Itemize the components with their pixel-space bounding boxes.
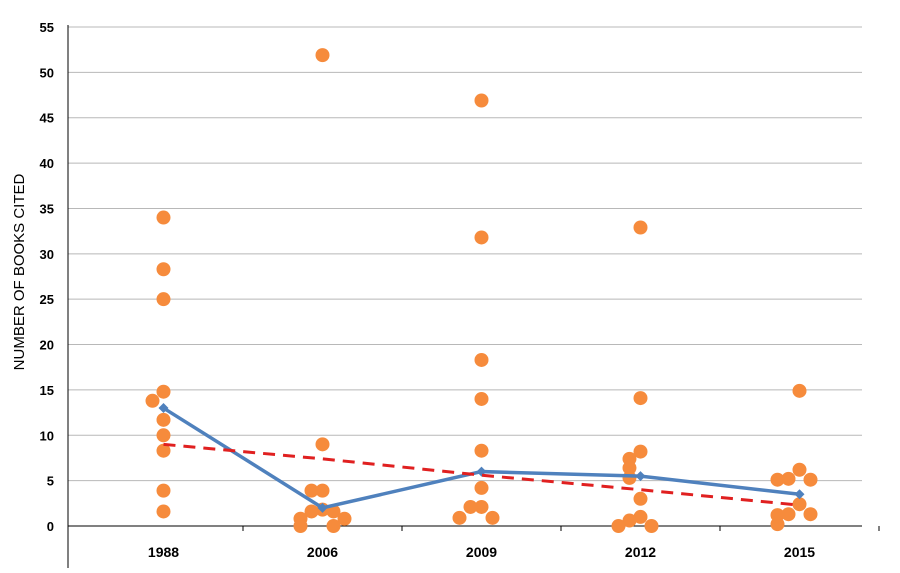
data-point bbox=[326, 519, 341, 533]
data-point bbox=[474, 93, 489, 108]
data-point bbox=[463, 499, 478, 514]
data-point bbox=[770, 517, 785, 532]
data-point bbox=[803, 472, 818, 487]
data-point bbox=[474, 480, 489, 495]
data-point bbox=[156, 384, 171, 399]
data-point bbox=[156, 412, 171, 427]
data-point bbox=[633, 491, 648, 506]
x-tick-label: 2009 bbox=[466, 544, 497, 560]
data-point bbox=[474, 352, 489, 367]
data-point bbox=[315, 437, 330, 452]
data-point bbox=[781, 471, 796, 486]
y-tick-label: 20 bbox=[40, 338, 54, 353]
data-point bbox=[156, 483, 171, 498]
x-tick-label: 1988 bbox=[148, 544, 179, 560]
data-point bbox=[474, 443, 489, 458]
data-point bbox=[474, 230, 489, 245]
data-point bbox=[633, 444, 648, 459]
data-point bbox=[770, 472, 785, 487]
data-point bbox=[633, 509, 648, 524]
data-point bbox=[792, 383, 807, 398]
y-tick-label: 10 bbox=[40, 428, 54, 443]
data-point bbox=[145, 393, 160, 408]
data-point bbox=[474, 391, 489, 406]
data-point bbox=[611, 519, 626, 533]
y-tick-label: 45 bbox=[40, 111, 54, 126]
y-tick-label: 0 bbox=[47, 519, 54, 534]
y-tick-label: 40 bbox=[40, 156, 54, 171]
data-point bbox=[622, 460, 637, 475]
data-point bbox=[792, 497, 807, 512]
data-point bbox=[293, 519, 308, 533]
y-tick-labels: 0 5 10 15 20 25 30 35 40 45 50 55 bbox=[40, 20, 54, 534]
data-point bbox=[156, 443, 171, 458]
trend-line bbox=[163, 442, 800, 507]
mean-marker bbox=[158, 403, 169, 414]
y-tick-label: 35 bbox=[40, 201, 54, 216]
data-point bbox=[474, 499, 489, 514]
mean-marker bbox=[635, 471, 646, 482]
data-point bbox=[337, 511, 352, 526]
data-point bbox=[792, 462, 807, 477]
x-tick-label: 2012 bbox=[625, 544, 656, 560]
data-point bbox=[304, 483, 319, 498]
y-tick-label: 15 bbox=[40, 383, 54, 398]
y-tick-label: 25 bbox=[40, 292, 54, 307]
data-point bbox=[633, 220, 648, 235]
data-point bbox=[485, 510, 500, 525]
data-point bbox=[304, 504, 319, 519]
mean-marker bbox=[317, 502, 328, 513]
data-point bbox=[156, 292, 171, 307]
y-tick-label: 55 bbox=[40, 20, 54, 35]
data-point bbox=[452, 510, 467, 525]
data-point bbox=[633, 391, 648, 406]
data-point bbox=[156, 210, 171, 225]
gridlines bbox=[68, 26, 862, 482]
data-point bbox=[156, 428, 171, 443]
x-tick-label: 2015 bbox=[784, 544, 815, 560]
y-tick-label: 30 bbox=[40, 247, 54, 262]
y-axis-label: NUMBER OF BOOKS CITED bbox=[11, 173, 28, 370]
series-lines bbox=[158, 403, 805, 513]
mean-marker bbox=[794, 489, 805, 500]
y-tick-label: 50 bbox=[40, 65, 54, 80]
data-point bbox=[156, 504, 171, 519]
data-point bbox=[803, 507, 818, 522]
x-tick-label: 2006 bbox=[307, 544, 338, 560]
y-tick-label: 5 bbox=[47, 474, 54, 489]
data-point bbox=[781, 507, 796, 522]
data-point bbox=[315, 48, 330, 63]
data-point bbox=[622, 470, 637, 485]
x-tick-labels: 1988 2006 2009 2012 2015 bbox=[148, 526, 880, 560]
data-point bbox=[622, 513, 637, 528]
data-point bbox=[156, 262, 171, 277]
data-point bbox=[644, 519, 659, 533]
data-point bbox=[315, 483, 330, 498]
scatter-points bbox=[145, 48, 818, 533]
data-point bbox=[326, 504, 341, 519]
